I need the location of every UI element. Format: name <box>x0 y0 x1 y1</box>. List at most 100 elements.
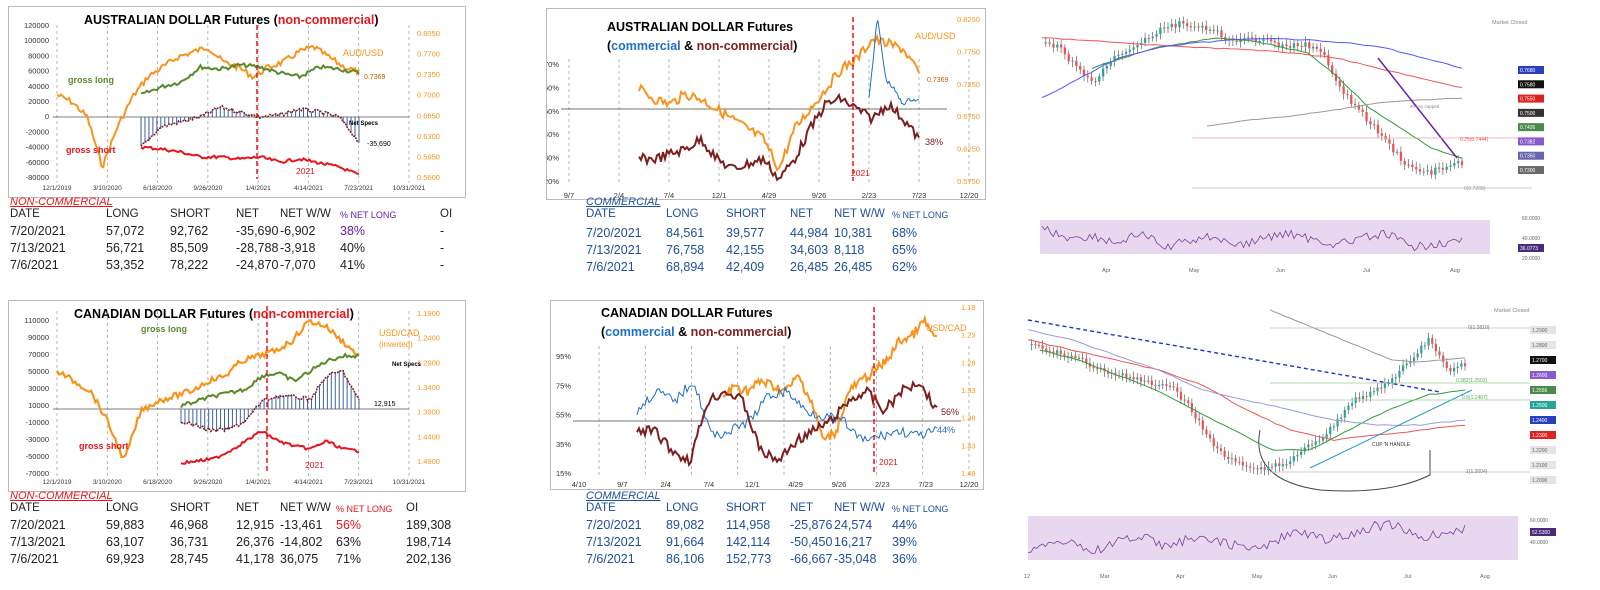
aud-nc-right-axis: 0.8050 0.7700 0.7350 0.7000 0.6650 0.6300 0.59… <box>417 29 440 182</box>
cad-nc-year-label: 2021 <box>305 460 324 470</box>
candle <box>1107 371 1110 374</box>
candle <box>1205 429 1208 435</box>
candle <box>1289 461 1292 465</box>
candle <box>1092 366 1095 369</box>
table-cell: 24,574 <box>834 518 873 532</box>
candle <box>1170 23 1173 28</box>
table-cell: 7/13/2021 <box>586 243 642 257</box>
column-header: LONG <box>666 502 699 514</box>
month-tick: Apr <box>1176 574 1185 580</box>
tick-label: 12/1/2019 <box>43 185 72 192</box>
tick-label: 0.7700 <box>417 50 440 59</box>
tick-label: 30000 <box>28 384 49 393</box>
table-cell: 68,894 <box>666 260 705 274</box>
candle <box>1361 396 1365 400</box>
month-tick: Jul <box>1363 268 1370 274</box>
table-cell: 142,114 <box>726 535 771 549</box>
price-tag-label: 1.2500 <box>1532 403 1548 409</box>
candle <box>1342 86 1345 95</box>
candle <box>1044 42 1047 44</box>
candle <box>1136 45 1139 48</box>
candle <box>1154 385 1157 387</box>
price-tag <box>1530 386 1556 394</box>
tick-label: 60000 <box>28 67 49 76</box>
candle <box>1457 161 1460 164</box>
cad-tv-rsi-last-tag <box>1530 528 1556 536</box>
tick-label: 55% <box>556 411 571 420</box>
table-cell: -6,902 <box>280 224 316 238</box>
price-tag <box>1530 416 1556 424</box>
aud-cm-left-axis: 70% 60% 50% 40% 30% 20% <box>544 60 559 186</box>
aud-tv-fib-top-label: 0.25(0.7444) <box>1460 137 1489 143</box>
candle <box>1409 360 1412 364</box>
month-tick: Mar <box>1100 574 1110 580</box>
candle <box>1415 167 1418 170</box>
tick-label: 2/4 <box>660 480 670 489</box>
candle <box>1208 434 1212 439</box>
candle <box>1434 343 1437 352</box>
price-tag-label: 1.2556 <box>1532 388 1548 394</box>
aud-cm-title-line1: AUSTRALIAN DOLLAR Futures <box>607 20 793 34</box>
table-cell: 36,731 <box>170 535 209 549</box>
aud-nc-net-label: Net Specs <box>349 121 379 127</box>
column-header: NET W/W <box>280 502 331 514</box>
table-header: DATE LONG SHORT NET NET W/W % NET LONG OI <box>10 502 470 518</box>
table-cell: 41% <box>340 258 366 272</box>
tick-label: 4/14/2021 <box>294 185 323 192</box>
table-cell: 26,485 <box>834 260 873 274</box>
column-header: % NET LONG <box>892 210 949 220</box>
tick-label: 0.6250 <box>957 145 980 154</box>
candle <box>1303 447 1306 452</box>
tick-label: 30% <box>547 154 559 163</box>
aud-cm-right-axis: 0.8250 0.7750 0.7250 0.6750 0.6250 0.5750 <box>957 15 980 186</box>
month-tick: Apr <box>1102 268 1111 274</box>
tick-label: 1.23 <box>961 331 976 340</box>
candle <box>1176 387 1179 392</box>
table-cell: 76,758 <box>666 243 705 257</box>
price-tag-label: 0.7550 <box>1520 97 1536 103</box>
table-cell: 39% <box>892 535 918 549</box>
candle <box>1274 463 1277 467</box>
aud-cm-fx-label: AUD/USD <box>915 31 956 41</box>
aud-tv-rsi-axis: 60.0000 40.0000 20.0000 <box>1522 216 1540 262</box>
candle <box>1165 384 1168 386</box>
candle <box>1163 27 1166 29</box>
price-tag-label: 0.7382 <box>1520 139 1536 145</box>
tick-label: 1.3400 <box>417 383 440 392</box>
candle <box>1096 368 1099 370</box>
table-header: DATE LONG SHORT NET NET W/W % NET LONG OI <box>10 208 470 224</box>
table-cell: 92,762 <box>170 224 209 238</box>
candle <box>1292 43 1296 48</box>
table-cell: - <box>440 224 445 238</box>
candle <box>1079 66 1082 70</box>
tick-label: 12/20 <box>960 480 979 489</box>
tick-label: 0.6750 <box>957 112 980 121</box>
cad-tv-ma-200 <box>1269 309 1466 363</box>
tick-label: 20000 <box>28 97 49 106</box>
cad-tradingview-chart: Market Closed 0(1.2810) 0.382(1.2502) 0.… <box>1020 300 1566 582</box>
cad-nc-left-axis: 110000 90000 70000 50000 30000 10000 -10000 -30… <box>25 316 49 478</box>
month-tick: Aug <box>1450 268 1460 274</box>
candle <box>1353 103 1357 105</box>
candle <box>1249 466 1252 468</box>
table-cell: 42,155 <box>726 243 765 257</box>
column-header: LONG <box>106 502 139 514</box>
price-tag-label: 0.7580 <box>1520 82 1536 88</box>
table-cell: 152,773 <box>726 552 772 566</box>
candle <box>1384 135 1387 140</box>
candle <box>1201 420 1204 430</box>
aud-nc-long-label: gross long <box>68 75 114 85</box>
cad-cm-fx-line <box>722 314 938 441</box>
tick-label: 3/10/2020 <box>93 479 122 486</box>
tick-label: 9/7 <box>617 480 627 489</box>
tick-label: 0 <box>45 112 49 121</box>
candle <box>1241 461 1244 466</box>
candle <box>1318 440 1321 442</box>
candle <box>1398 371 1401 378</box>
candle <box>1308 42 1311 49</box>
aud-tv-ma-slow <box>1041 37 1463 99</box>
cad-commercial-table: COMMERCIAL DATE LONG SHORT NET NET W/W % NET … <box>586 490 966 570</box>
price-tag-label: 0.7300 <box>1520 168 1536 174</box>
column-header: NET W/W <box>834 502 885 514</box>
candle <box>1219 448 1223 451</box>
